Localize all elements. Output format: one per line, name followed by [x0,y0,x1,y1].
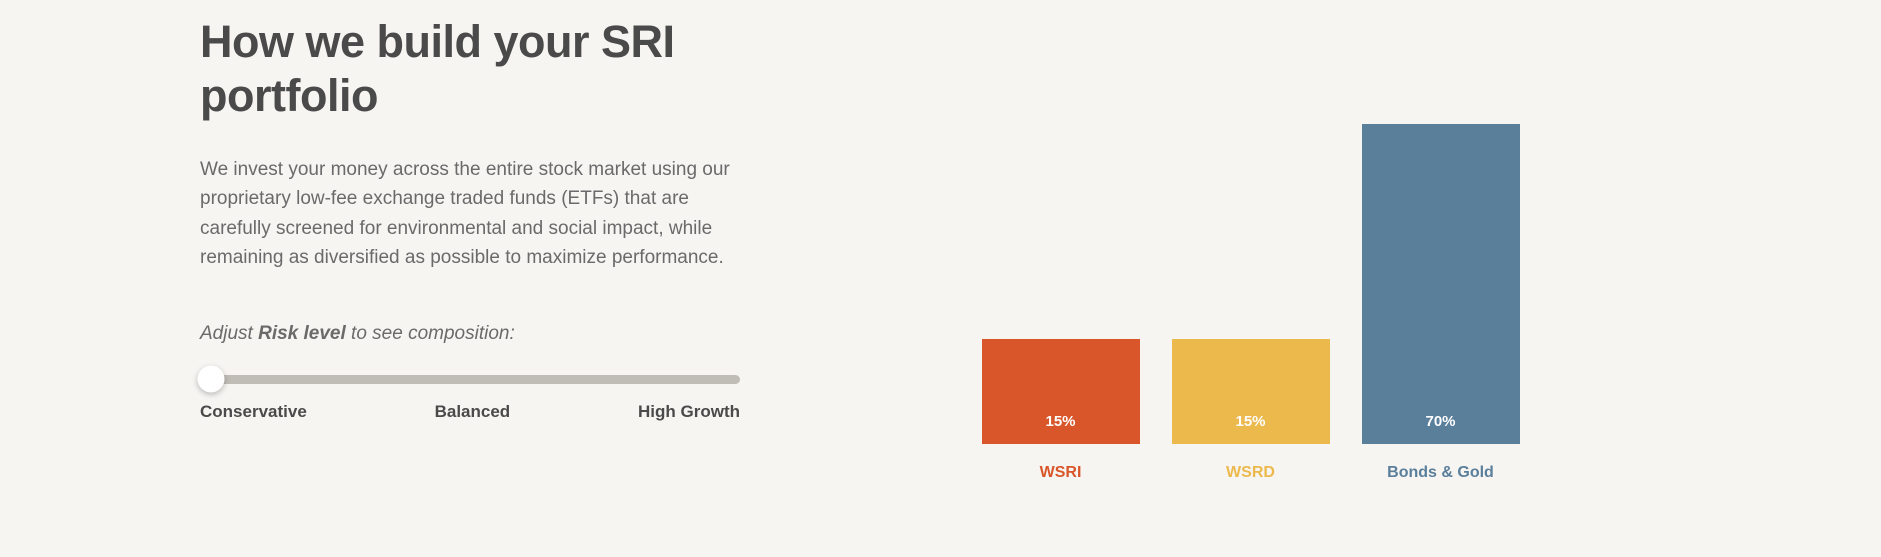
bar-label: WSRD [1226,464,1275,482]
adjust-prefix: Adjust [200,323,258,344]
bar-label: Bonds & Gold [1387,464,1494,482]
bar: 15% [982,339,1140,444]
bar-value: 15% [1045,413,1075,430]
bar: 70% [1362,124,1520,444]
bar: 15% [1172,339,1330,444]
slider-label-growth: High Growth [638,402,740,422]
bar-label: WSRI [1040,464,1082,482]
page-title: How we build your SRI portfolio [200,15,740,123]
adjust-instruction: Adjust Risk level to see composition: [200,323,740,345]
content-column: How we build your SRI portfolio We inves… [200,10,740,557]
bar-value: 15% [1235,413,1265,430]
chart-column: 15% WSRI 15% WSRD 70% Bonds & Gold [820,10,1681,557]
bar-group-bonds-gold: 70% Bonds & Gold [1362,124,1520,482]
adjust-bold: Risk level [258,323,346,344]
slider-label-conservative: Conservative [200,402,307,422]
description-text: We invest your money across the entire s… [200,155,740,273]
adjust-suffix: to see composition: [346,323,515,344]
page-container: How we build your SRI portfolio We inves… [0,0,1881,557]
bar-value: 70% [1425,413,1455,430]
composition-chart: 15% WSRI 15% WSRD 70% Bonds & Gold [982,124,1520,482]
slider-label-balanced: Balanced [435,402,511,422]
slider-labels: Conservative Balanced High Growth [200,402,740,422]
slider-thumb[interactable] [197,366,224,393]
bar-group-wsri: 15% WSRI [982,339,1140,482]
slider-track[interactable] [200,375,740,384]
risk-slider[interactable]: Conservative Balanced High Growth [200,375,740,422]
bar-group-wsrd: 15% WSRD [1172,339,1330,482]
